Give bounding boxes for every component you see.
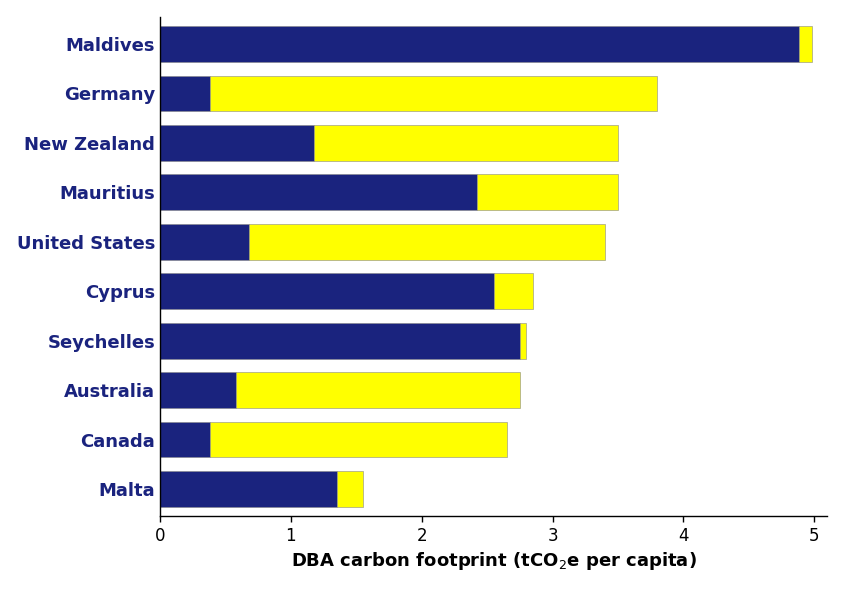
Bar <box>314 125 618 161</box>
Bar <box>160 372 235 408</box>
Bar <box>337 471 363 507</box>
Bar <box>209 422 506 458</box>
Bar <box>235 372 520 408</box>
Bar <box>798 26 812 62</box>
Bar <box>249 224 605 260</box>
Bar <box>520 323 527 359</box>
Bar <box>160 26 798 62</box>
Bar <box>160 471 337 507</box>
Bar <box>160 174 477 210</box>
Bar <box>209 75 657 111</box>
Bar <box>160 75 209 111</box>
Bar <box>160 323 520 359</box>
Bar <box>494 273 533 309</box>
Bar <box>160 224 249 260</box>
Bar <box>160 125 314 161</box>
X-axis label: DBA carbon footprint (tCO$_2$e per capita): DBA carbon footprint (tCO$_2$e per capit… <box>290 550 696 573</box>
Bar <box>160 273 494 309</box>
Bar <box>160 422 209 458</box>
Bar <box>477 174 618 210</box>
